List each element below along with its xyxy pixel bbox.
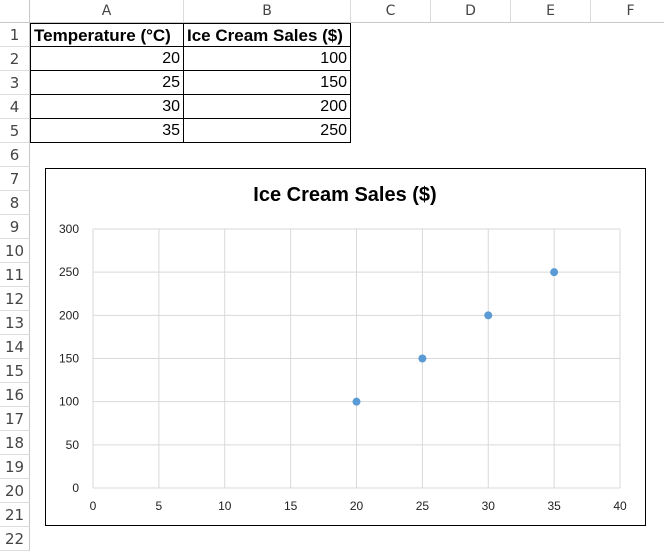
chart-title[interactable]: Ice Cream Sales ($) (253, 184, 436, 206)
row-header-22[interactable]: 22 (0, 527, 30, 551)
column-header-c[interactable]: C (351, 0, 431, 23)
column-header-d[interactable]: D (431, 0, 511, 23)
data-point[interactable] (352, 397, 361, 406)
cell-a1[interactable]: Temperature (°C) (30, 23, 184, 47)
x-tick-label: 15 (284, 499, 298, 513)
row-header-15[interactable]: 15 (0, 359, 30, 383)
row-header-14[interactable]: 14 (0, 335, 30, 359)
cell-b3[interactable]: 150 (184, 71, 351, 95)
y-tick-label: 200 (59, 308, 79, 322)
x-tick-label: 30 (482, 499, 496, 513)
cell-b4[interactable]: 200 (184, 95, 351, 119)
column-header-e[interactable]: E (511, 0, 591, 23)
y-tick-label: 300 (59, 222, 79, 236)
x-tick-label: 10 (218, 499, 232, 513)
data-points[interactable] (352, 268, 559, 406)
row-header-19[interactable]: 19 (0, 455, 30, 479)
row-header-8[interactable]: 8 (0, 191, 30, 215)
cell-b1[interactable]: Ice Cream Sales ($) (184, 23, 351, 47)
row-header-4[interactable]: 4 (0, 95, 30, 119)
row-header-1[interactable]: 1 (0, 23, 30, 47)
y-tick-label: 250 (59, 265, 79, 279)
row-header-6[interactable]: 6 (0, 143, 30, 167)
column-header-b[interactable]: B (184, 0, 351, 23)
row-header-7[interactable]: 7 (0, 167, 30, 191)
chart-canvas: Ice Cream Sales ($) 0 5 10 15 20 25 30 35 40 0 50 1… (59, 184, 627, 513)
row-header-5[interactable]: 5 (0, 119, 30, 143)
y-tick-label: 50 (66, 438, 80, 452)
data-point[interactable] (418, 354, 427, 363)
cell-a5[interactable]: 35 (30, 119, 184, 143)
row-header-3[interactable]: 3 (0, 71, 30, 95)
column-header-a[interactable]: A (30, 0, 184, 23)
row-header-16[interactable]: 16 (0, 383, 30, 407)
cell-b5[interactable]: 250 (184, 119, 351, 143)
row-header-9[interactable]: 9 (0, 215, 30, 239)
cell-a2[interactable]: 20 (30, 47, 184, 71)
data-point[interactable] (484, 311, 493, 320)
x-tick-label: 25 (416, 499, 430, 513)
x-tick-label: 20 (350, 499, 364, 513)
y-tick-label: 100 (59, 395, 79, 409)
row-header-11[interactable]: 11 (0, 263, 30, 287)
axis-ticks: 0 5 10 15 20 25 30 35 40 0 50 100 150 200 250 300 (59, 222, 627, 513)
x-tick-label: 5 (156, 499, 163, 513)
row-header-17[interactable]: 17 (0, 407, 30, 431)
row-header-2[interactable]: 2 (0, 47, 30, 71)
x-tick-label: 40 (613, 499, 627, 513)
row-header-12[interactable]: 12 (0, 287, 30, 311)
x-tick-label: 35 (547, 499, 561, 513)
row-header-21[interactable]: 21 (0, 503, 30, 527)
cell-a4[interactable]: 30 (30, 95, 184, 119)
select-all-corner[interactable] (0, 0, 30, 23)
row-header-13[interactable]: 13 (0, 311, 30, 335)
row-header-10[interactable]: 10 (0, 239, 30, 263)
data-point[interactable] (550, 268, 559, 277)
scatter-chart[interactable]: Ice Cream Sales ($) 0 5 10 15 20 25 30 35 40 0 50 1… (45, 168, 646, 526)
y-tick-label: 0 (72, 481, 79, 495)
gridlines (92, 228, 621, 489)
cell-a3[interactable]: 25 (30, 71, 184, 95)
row-header-18[interactable]: 18 (0, 431, 30, 455)
cell-b2[interactable]: 100 (184, 47, 351, 71)
y-tick-label: 150 (59, 352, 79, 366)
row-header-20[interactable]: 20 (0, 479, 30, 503)
column-header-f[interactable]: F (591, 0, 664, 23)
x-tick-label: 0 (90, 499, 97, 513)
